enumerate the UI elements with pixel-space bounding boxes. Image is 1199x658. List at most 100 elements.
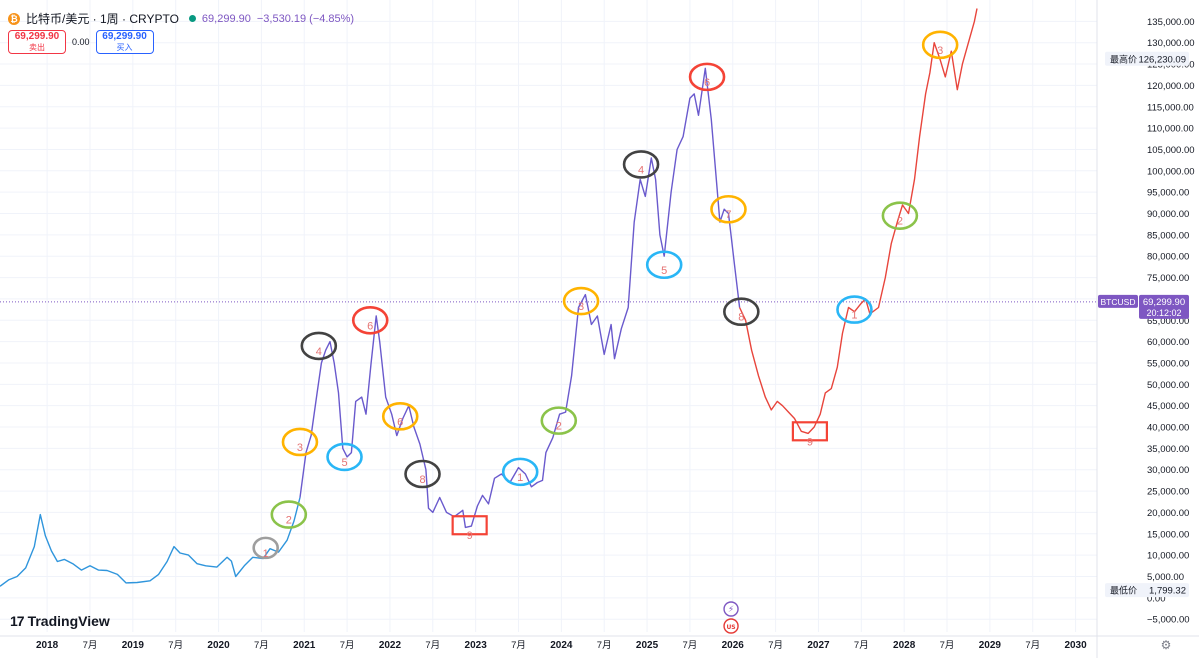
extreme-tag-bg: [1105, 583, 1189, 598]
y-tick-label: 10,000.00: [1147, 551, 1189, 562]
wave-label: 2: [556, 421, 562, 433]
y-tick-label: 5,000.00: [1147, 572, 1184, 583]
series-line-2: [299, 67, 741, 529]
x-tick-label: 7月: [940, 640, 955, 651]
lightning-icon[interactable]: ⚡: [723, 601, 739, 617]
wave-annotation-4: 4: [300, 331, 338, 361]
wave-annotation-3: 3: [281, 427, 319, 457]
wave-ellipse: [281, 427, 319, 457]
chart-header: ₿ 比特币/美元 · 1周 · CRYPTO 69,299.90 −3,530.…: [8, 10, 354, 27]
wave-label: 3: [578, 301, 584, 313]
last-price: 69,299.90: [201, 12, 251, 25]
bitcoin-icon: ₿: [8, 12, 20, 25]
us-flag-icon[interactable]: US: [723, 618, 739, 634]
y-tick-label: 65,000.00: [1147, 316, 1189, 327]
x-tick-label: 2020: [207, 640, 230, 651]
sell-button[interactable]: 69,299.90 卖出: [8, 30, 66, 54]
wave-annotation-20: 2: [881, 201, 919, 230]
y-tick-label: 100,000.00: [1147, 166, 1195, 177]
x-tick-label: 2021: [293, 640, 316, 651]
wave-label: 8: [419, 474, 425, 486]
y-tick-label: 95,000.00: [1147, 188, 1189, 199]
y-tick-label: 15,000.00: [1147, 529, 1189, 540]
settings-gear-icon[interactable]: ⚙: [1161, 638, 1172, 652]
x-tick-label: 2024: [550, 640, 573, 651]
y-tick-label: 115,000.00: [1147, 102, 1194, 113]
y-tick-label: 135,000.00: [1147, 17, 1195, 28]
wave-label: 4: [316, 346, 322, 358]
wave-ellipse: [540, 406, 578, 435]
x-tick-label: 2019: [122, 640, 145, 651]
extreme-tag-value: 126,230.09: [1138, 54, 1186, 65]
trade-buttons: 69,299.90 卖出 0.00 69,299.90 买入: [8, 30, 154, 54]
wave-annotation-5: 5: [326, 442, 363, 472]
x-tick-label: 2028: [893, 640, 916, 651]
y-tick-label: 40,000.00: [1147, 423, 1189, 434]
extreme-tag-label: 最高价: [1110, 53, 1137, 64]
wave-ellipse: [688, 62, 726, 92]
wave-label: 2: [286, 515, 292, 527]
wave-box: [791, 421, 828, 442]
wave-ellipse: [645, 250, 683, 280]
y-tick-label: 85,000.00: [1147, 230, 1189, 241]
y-tick-label: 35,000.00: [1147, 444, 1189, 455]
wave-label: 8: [738, 312, 744, 324]
buy-button[interactable]: 69,299.90 买入: [95, 30, 154, 54]
x-tick-label: 7月: [683, 640, 698, 651]
wave-annotation-14: 5: [645, 250, 683, 280]
series-line-1: [0, 497, 301, 587]
grid: [0, 0, 1097, 632]
tradingview-logo-icon: 17: [10, 613, 25, 629]
y-tick-label: −5,000.00: [1147, 615, 1190, 626]
wave-ellipse: [300, 331, 338, 361]
y-tick-label: 50,000.00: [1147, 380, 1189, 391]
y-tick-label: 45,000.00: [1147, 401, 1189, 412]
buy-price: 69,299.90: [102, 30, 147, 42]
wave-label: 3: [297, 442, 303, 454]
wave-ellipse: [351, 305, 389, 335]
extreme-price-tag: 最高价 126,230.09: [1105, 51, 1189, 66]
wave-annotation-17: 8: [723, 297, 760, 327]
extreme-tag-value: 1,799.32: [1149, 586, 1186, 597]
x-tick-label: 2022: [379, 640, 402, 651]
wave-ellipse: [921, 30, 959, 60]
wave-ellipse: [836, 295, 873, 324]
y-tick-label: 110,000.00: [1147, 124, 1194, 135]
series-line-3: [738, 8, 978, 435]
y-tick-label: 30,000.00: [1147, 465, 1189, 476]
wave-label: 3: [937, 45, 943, 57]
wave-annotation-18: 9: [791, 421, 828, 448]
tradingview-logo[interactable]: 17 TradingView: [10, 613, 110, 629]
wave-label: 9: [807, 436, 813, 448]
symbol-title[interactable]: 比特币/美元 · 1周 · CRYPTO: [26, 12, 179, 26]
wave-label: 4: [638, 164, 644, 176]
x-tick-label: 7月: [83, 640, 98, 651]
spread-value: 0.00: [72, 37, 90, 47]
event-marker-ring: [723, 618, 739, 634]
wave-label: 6: [367, 320, 373, 332]
x-tick-label: 2029: [979, 640, 1002, 651]
event-marker-ring: [723, 601, 739, 617]
wave-label: 9: [467, 530, 473, 542]
x-tick-label: 7月: [340, 640, 355, 651]
price-tag-countdown: 20:12:02: [1146, 308, 1181, 318]
x-tick-label: 7月: [254, 640, 269, 651]
extreme-tag-bg: [1105, 51, 1189, 66]
x-tick-label: 7月: [597, 640, 612, 651]
wave-label: 1: [517, 472, 523, 484]
market-status-dot: [188, 15, 196, 22]
x-tick-label: 2026: [722, 640, 745, 651]
price-tag-value: 69,299.90: [1143, 297, 1185, 308]
wave-ellipse: [270, 500, 308, 529]
wave-ellipse: [881, 201, 919, 230]
x-tick-label: 7月: [768, 640, 783, 651]
extreme-price-tag: 最低价 1,799.32: [1105, 583, 1189, 598]
y-tick-label: 75,000.00: [1147, 273, 1189, 284]
wave-annotation-19: 1: [836, 295, 873, 324]
buy-label: 买入: [116, 42, 133, 52]
wave-annotation-7: 6: [381, 402, 419, 431]
y-tick-label: 20,000.00: [1147, 508, 1189, 519]
wave-annotation-21: 3: [921, 30, 959, 60]
